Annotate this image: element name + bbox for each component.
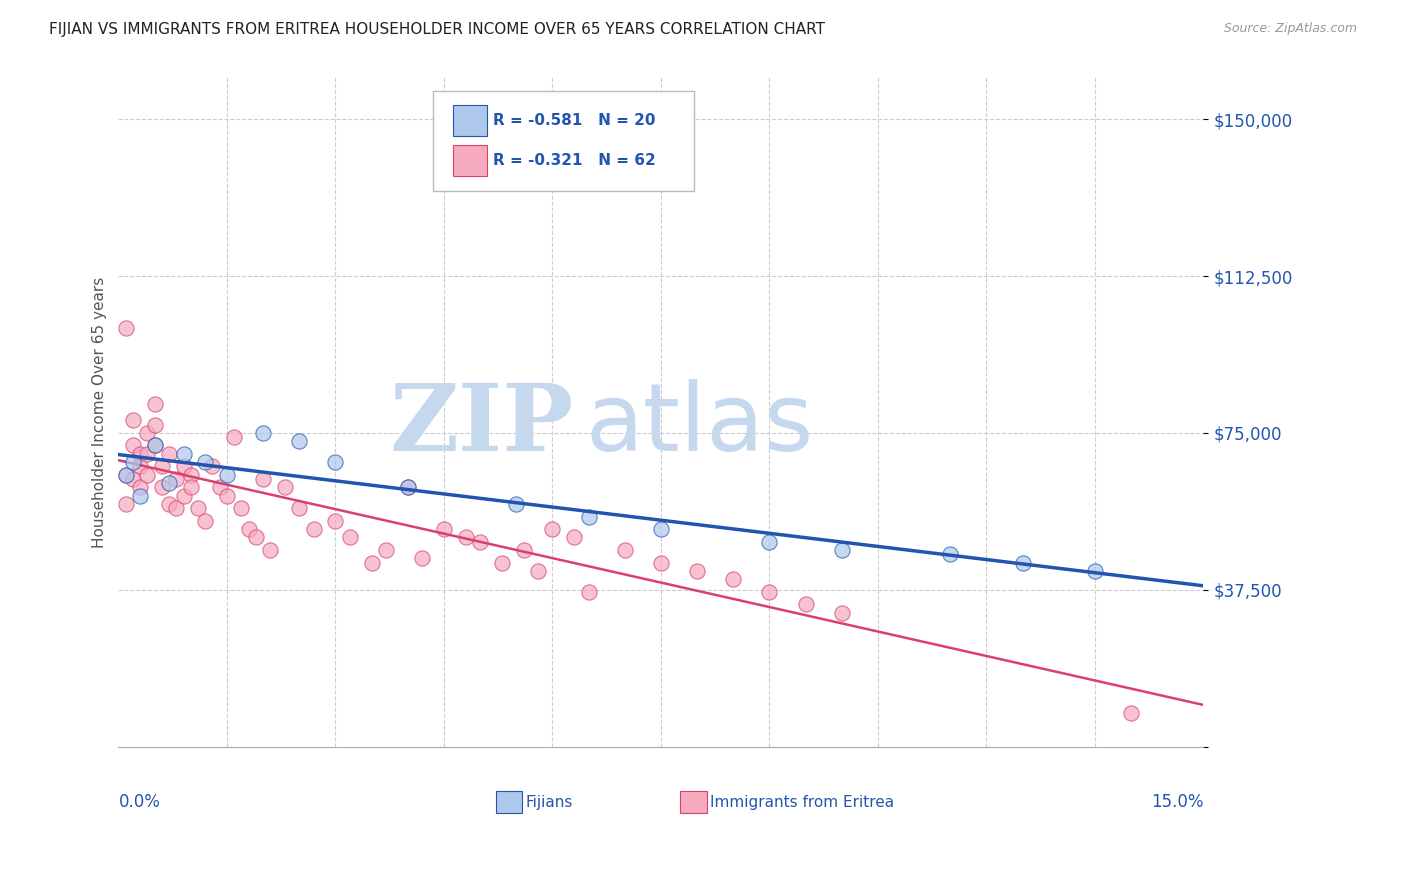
Point [114,497,136,511]
Point [831,606,853,620]
FancyBboxPatch shape [453,145,488,176]
Text: Source: ZipAtlas.com: Source: ZipAtlas.com [1223,22,1357,36]
Point [129,459,152,474]
Point [150,480,173,494]
Point [325,455,347,469]
Point [150,459,173,474]
Point [157,497,180,511]
Text: Fijians: Fijians [526,795,572,810]
Point [288,434,311,449]
Point [758,534,780,549]
Point [252,425,274,440]
Point [114,467,136,482]
Point [215,467,238,482]
Point [794,598,817,612]
Point [245,531,267,545]
Point [360,556,382,570]
Point [180,467,202,482]
Point [122,413,145,427]
Point [180,480,202,494]
Point [411,551,433,566]
FancyBboxPatch shape [496,791,522,813]
Point [650,522,672,536]
Point [143,417,166,432]
Point [173,447,195,461]
Point [143,438,166,452]
Text: atlas: atlas [585,379,813,471]
Text: R = -0.321   N = 62: R = -0.321 N = 62 [492,153,655,168]
Point [157,447,180,461]
Point [122,455,145,469]
Point [129,480,152,494]
Point [339,531,361,545]
FancyBboxPatch shape [453,105,488,136]
Point [165,501,187,516]
Point [122,472,145,486]
Point [433,522,456,536]
Point [288,501,311,516]
Point [302,522,325,536]
Point [1084,564,1107,578]
Point [143,438,166,452]
Point [468,534,491,549]
Point [578,584,600,599]
Point [375,543,398,558]
Point [939,547,962,561]
Point [396,480,419,494]
Point [491,556,513,570]
Point [831,543,853,558]
Point [758,584,780,599]
Text: FIJIAN VS IMMIGRANTS FROM ERITREA HOUSEHOLDER INCOME OVER 65 YEARS CORRELATION C: FIJIAN VS IMMIGRANTS FROM ERITREA HOUSEH… [49,22,825,37]
Point [224,430,246,444]
Text: ZIP: ZIP [389,380,574,470]
Point [512,543,534,558]
Point [136,447,159,461]
Point [1121,706,1143,720]
Point [194,455,217,469]
Point [541,522,564,536]
Point [173,459,195,474]
Point [562,531,585,545]
Point [650,556,672,570]
Point [114,467,136,482]
Point [613,543,636,558]
Point [325,514,347,528]
Point [527,564,550,578]
Point [173,489,195,503]
Point [208,480,231,494]
Point [136,425,159,440]
Text: Immigrants from Eritrea: Immigrants from Eritrea [710,795,894,810]
Point [505,497,527,511]
Point [454,531,477,545]
Point [274,480,297,494]
Point [578,509,600,524]
FancyBboxPatch shape [433,91,693,191]
Text: R = -0.581   N = 20: R = -0.581 N = 20 [492,112,655,128]
Point [187,501,209,516]
FancyBboxPatch shape [681,791,707,813]
Point [129,447,152,461]
Point [114,321,136,335]
Point [723,572,745,586]
Point [136,467,159,482]
Point [1011,556,1033,570]
Point [231,501,253,516]
Point [201,459,224,474]
Point [122,438,145,452]
Point [143,397,166,411]
Point [252,472,274,486]
Point [165,472,187,486]
Point [129,489,152,503]
Point [686,564,709,578]
Point [259,543,281,558]
Y-axis label: Householder Income Over 65 years: Householder Income Over 65 years [93,277,107,548]
Point [238,522,260,536]
Point [194,514,217,528]
Text: 0.0%: 0.0% [118,793,160,812]
Point [215,489,238,503]
Text: 15.0%: 15.0% [1152,793,1204,812]
Point [396,480,419,494]
Point [157,476,180,491]
